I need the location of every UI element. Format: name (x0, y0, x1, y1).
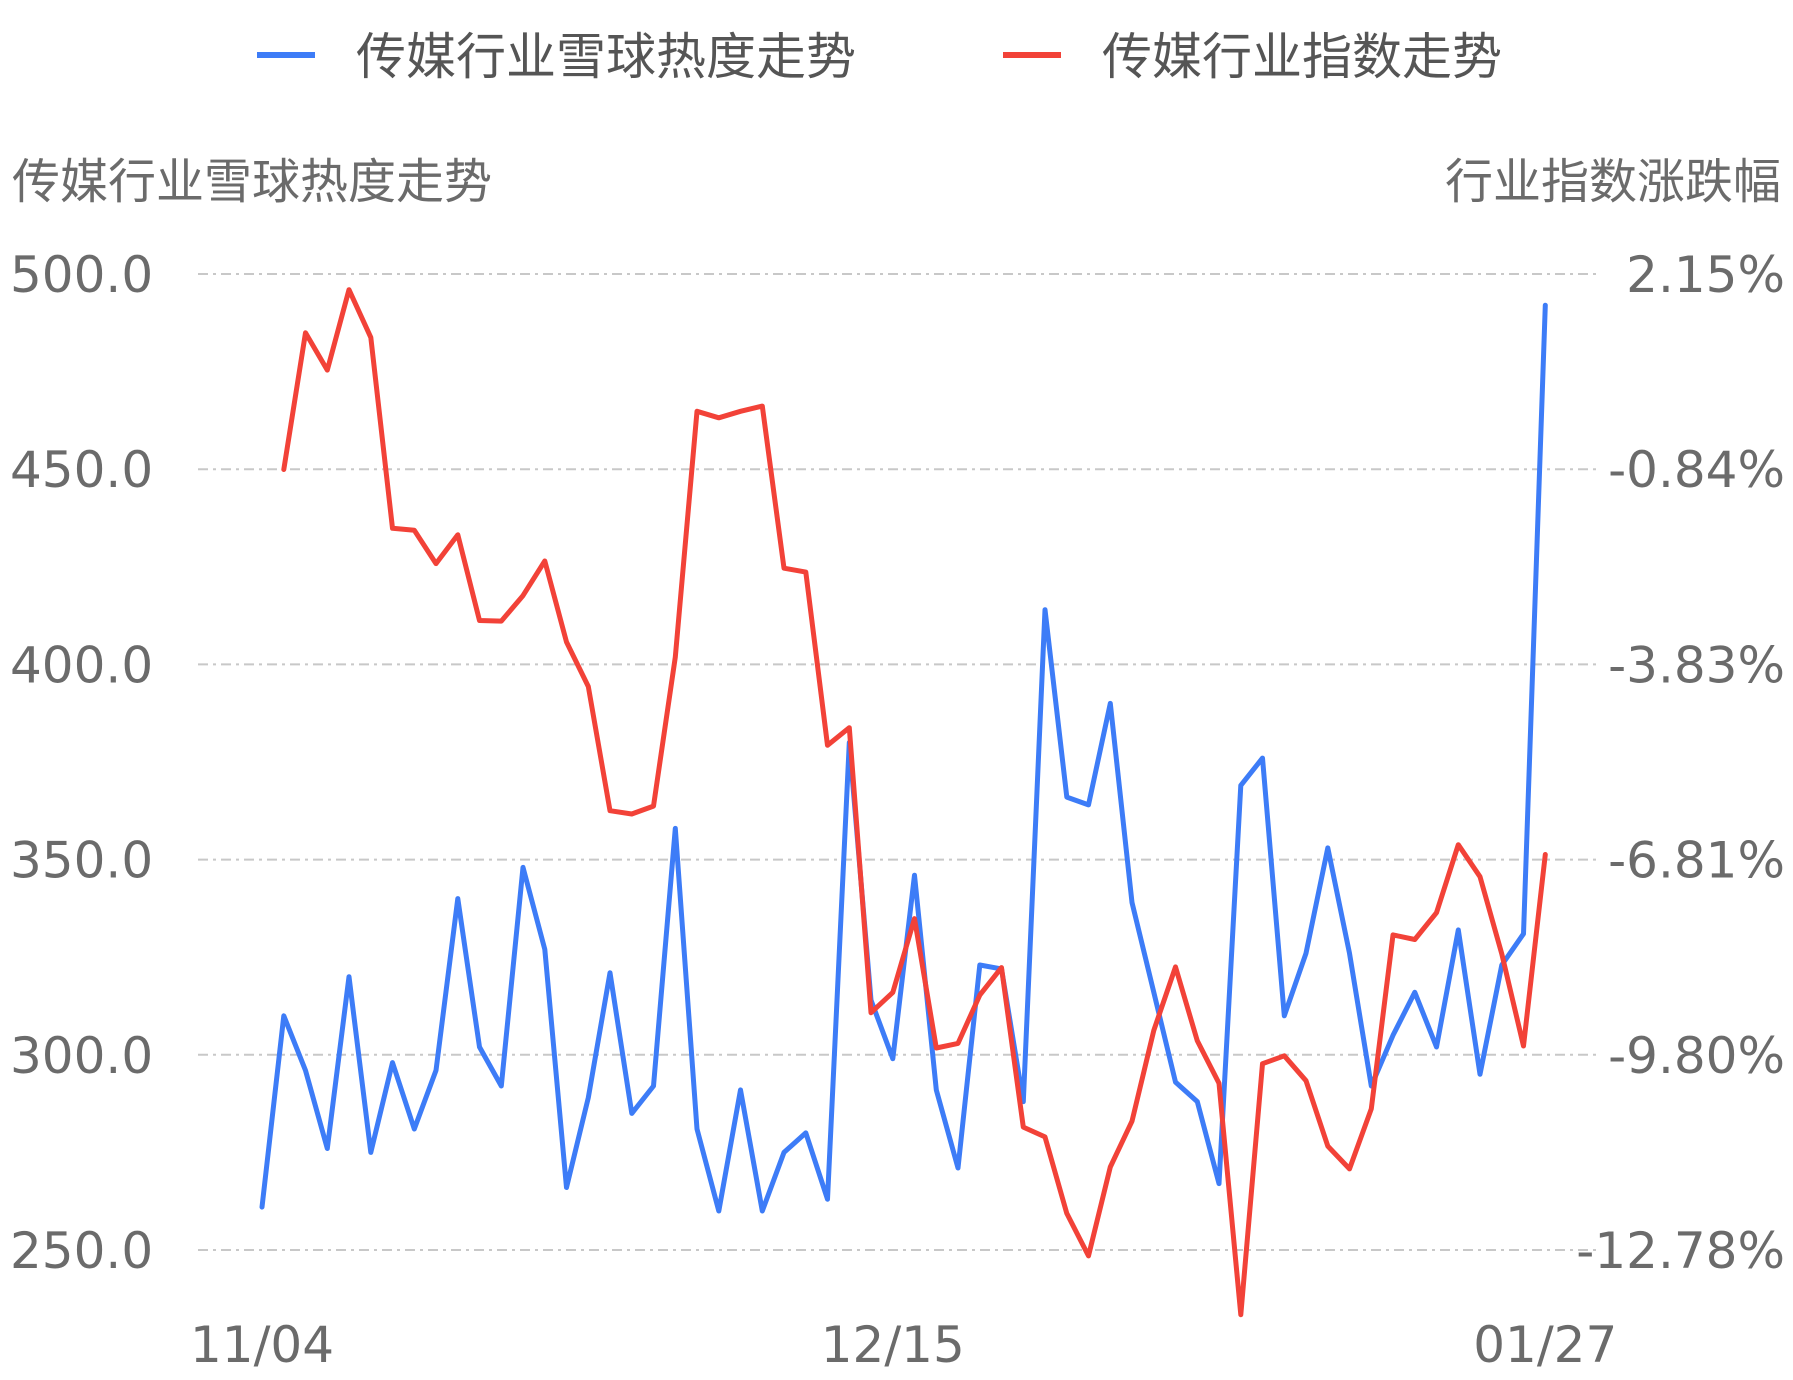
y-right-tick-label: 2.15% (1626, 246, 1785, 304)
series-lines (259, 287, 1548, 1318)
y-left-tick-labels: 250.0 300.0 350.0 400.0 450.0 500.0 (10, 246, 153, 1280)
x-tick-label: 11/04 (190, 1316, 334, 1374)
y-right-tick-label: -9.80% (1608, 1027, 1785, 1085)
y-right-axis-title: 行业指数涨跌幅 (1445, 154, 1781, 210)
y-right-tick-label: -3.83% (1608, 636, 1785, 694)
series-line-heat (259, 302, 1548, 1214)
x-tick-labels: 11/04 12/15 01/27 (190, 1316, 1617, 1374)
y-left-tick-label: 400.0 (10, 636, 153, 694)
gridlines (198, 273, 1598, 1251)
y-left-tick-label: 500.0 (10, 246, 153, 304)
legend-label-heat: 传媒行业雪球热度走势 (356, 28, 856, 86)
y-left-axis-title: 传媒行业雪球热度走势 (12, 154, 492, 210)
y-right-tick-label: -0.84% (1608, 441, 1785, 499)
legend: 传媒行业雪球热度走势 传媒行业指数走势 (257, 28, 1502, 86)
series-line-index (281, 287, 1548, 1318)
y-right-tick-label: -12.78% (1576, 1222, 1785, 1280)
legend-label-index: 传媒行业指数走势 (1102, 28, 1502, 86)
y-right-tick-label: -6.81% (1608, 832, 1785, 890)
x-tick-label: 01/27 (1473, 1316, 1617, 1374)
x-tick-label: 12/15 (821, 1316, 965, 1374)
y-left-tick-label: 350.0 (10, 832, 153, 890)
y-left-tick-label: 300.0 (10, 1027, 153, 1085)
y-left-tick-label: 450.0 (10, 441, 153, 499)
y-left-tick-label: 250.0 (10, 1222, 153, 1280)
y-right-tick-labels: -12.78% -9.80% -6.81% -3.83% -0.84% 2.15% (1576, 246, 1785, 1280)
